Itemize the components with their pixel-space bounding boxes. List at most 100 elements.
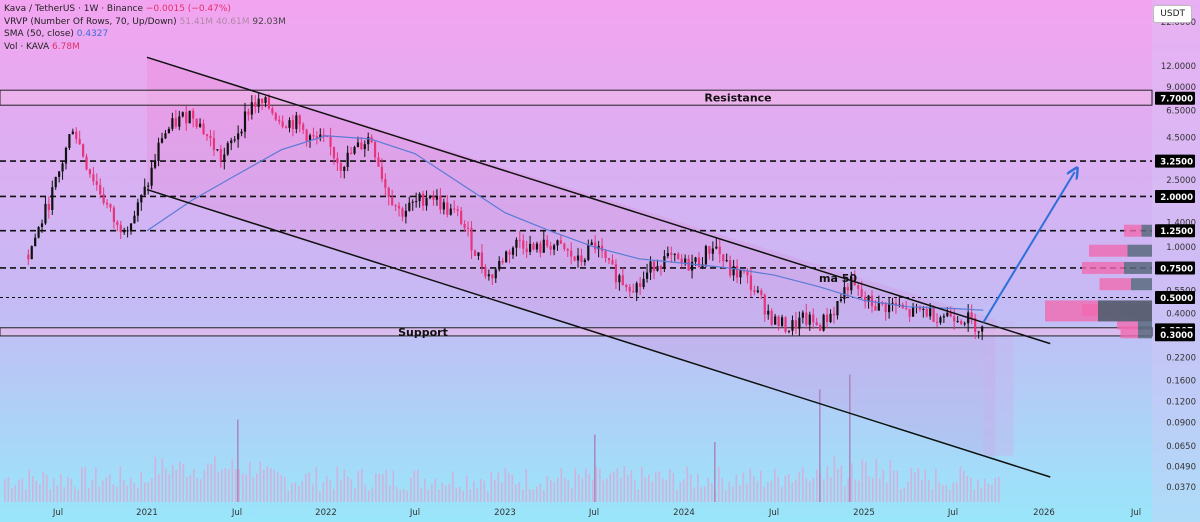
price-label-text: 0.3000 xyxy=(1160,331,1193,341)
candle-body xyxy=(573,256,576,261)
volume-bar xyxy=(203,470,206,502)
volume-bar xyxy=(753,476,755,502)
volume-bar xyxy=(560,468,563,502)
y-tick-label: 0.1200 xyxy=(1166,397,1196,407)
volume-bar xyxy=(931,489,934,502)
y-tick-label: 0.2200 xyxy=(1166,353,1196,363)
candle-body xyxy=(652,261,656,271)
volume-bar xyxy=(623,466,626,502)
x-tick-label: Jul xyxy=(1130,508,1141,518)
volume-bar xyxy=(921,479,923,502)
volume-bar xyxy=(949,489,951,502)
volume-bar xyxy=(389,485,391,502)
volume-bar xyxy=(613,471,615,502)
volume-bar xyxy=(361,468,363,502)
candle-body xyxy=(37,226,40,238)
candle-body xyxy=(673,253,676,255)
volume-bar xyxy=(508,473,510,502)
candle-body xyxy=(247,111,250,115)
candle-body xyxy=(377,157,380,167)
candle-body xyxy=(47,203,50,210)
volume-bar xyxy=(774,468,776,502)
symbol-title: Kava / TetherUS · 1W · Binance xyxy=(4,4,144,14)
volume-bar xyxy=(413,470,416,502)
candle-body xyxy=(518,239,521,241)
candle-body xyxy=(92,174,95,182)
volume-bar xyxy=(91,480,94,502)
volume-bar xyxy=(322,482,325,502)
legend-sma-row[interactable]: SMA (50, close) 0.4327 xyxy=(4,28,286,41)
candle-body xyxy=(88,169,92,175)
candle-body xyxy=(839,299,843,301)
vrvp-down-bar xyxy=(1138,326,1152,339)
candle-body xyxy=(216,149,219,151)
candle-body xyxy=(812,314,815,323)
volume-bar xyxy=(63,487,66,502)
candle-body xyxy=(864,296,867,302)
volume-bar xyxy=(784,475,787,502)
volume-bar xyxy=(354,488,356,502)
volume-bar xyxy=(882,469,885,502)
volume-bar xyxy=(81,467,83,502)
candle-body xyxy=(932,306,935,322)
legend-vrvp-row[interactable]: VRVP (Number Of Rows, 70, Up/Down) 51.41… xyxy=(4,16,286,29)
volume-bar xyxy=(791,482,794,502)
candle-body xyxy=(722,254,725,261)
volume-bar xyxy=(25,489,27,502)
volume-bar xyxy=(455,487,458,502)
volume-bar xyxy=(186,476,188,502)
volume-bar xyxy=(665,480,668,502)
legend-volume-row[interactable]: Vol · KAVA 6.78M xyxy=(4,41,286,54)
candle-body xyxy=(332,147,336,159)
candle-body xyxy=(185,112,188,124)
candle-body xyxy=(164,133,167,139)
candle-body xyxy=(51,187,54,210)
candle-body xyxy=(171,118,174,129)
candle-body xyxy=(549,245,552,250)
candle-body xyxy=(687,258,690,271)
volume-bar xyxy=(249,461,251,502)
volume-bar xyxy=(812,478,815,502)
volume-bar xyxy=(49,489,52,502)
volume-bar xyxy=(308,472,311,502)
price-label-box xyxy=(1155,154,1195,168)
candle-body xyxy=(243,111,247,132)
candle-body xyxy=(870,295,874,307)
candle-body xyxy=(181,112,184,117)
candle-body xyxy=(656,266,659,271)
volume-bar xyxy=(609,473,612,502)
candle-body xyxy=(670,253,673,255)
price-label-text: 0.7500 xyxy=(1160,264,1193,274)
volume-bar xyxy=(312,484,314,502)
volume-bar xyxy=(627,475,629,502)
volume-bar xyxy=(420,487,423,502)
legend-title-row[interactable]: Kava / TetherUS · 1W · Binance −0.0015 (… xyxy=(4,3,286,16)
vrvp-poc-down xyxy=(1098,300,1152,322)
volume-bar xyxy=(942,484,944,502)
candle-body xyxy=(963,323,966,325)
candle-body xyxy=(380,166,384,180)
currency-button[interactable]: USDT xyxy=(1153,5,1192,23)
y-tick-label: 0.0650 xyxy=(1166,442,1196,452)
candle-body xyxy=(302,124,305,130)
price-label-box xyxy=(1155,91,1195,105)
volume-bar xyxy=(928,480,930,502)
volume-bar xyxy=(476,488,479,502)
volume-bar xyxy=(28,469,31,502)
x-tick-label: 2023 xyxy=(494,508,516,518)
volume-bar xyxy=(280,475,283,502)
volume-bar xyxy=(483,480,486,502)
y-tick-label: 1.4000 xyxy=(1166,218,1196,228)
candle-body xyxy=(607,257,611,261)
volume-bar xyxy=(238,469,241,502)
candle-body xyxy=(68,134,71,148)
volume-bar xyxy=(658,471,661,502)
candle-body xyxy=(264,97,267,104)
vrvp-total-value: 92.03M xyxy=(252,16,286,27)
candle-body xyxy=(435,195,439,200)
volume-bar xyxy=(718,467,720,502)
candle-body xyxy=(614,264,618,283)
volume-bar xyxy=(434,478,437,502)
volume-bar xyxy=(347,476,349,502)
